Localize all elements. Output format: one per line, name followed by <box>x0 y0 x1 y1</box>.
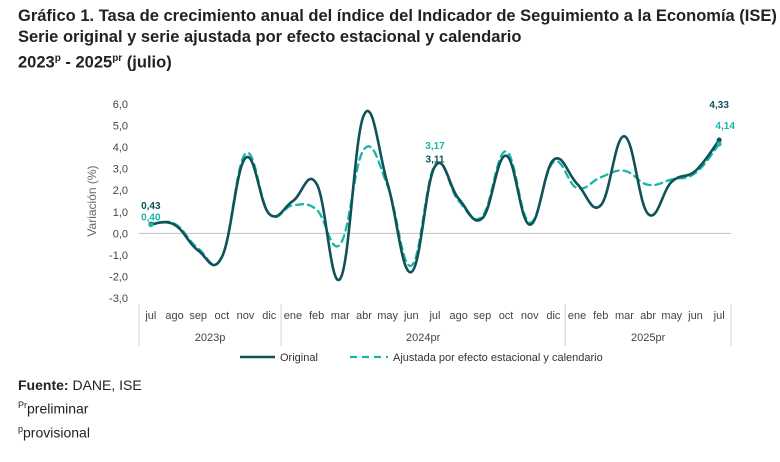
legend-label-original: Original <box>280 352 318 364</box>
y-tick-label: -1,0 <box>109 250 128 262</box>
y-tick-label: 4,0 <box>113 142 128 154</box>
point-ajustada <box>716 141 722 147</box>
series-line-original <box>149 110 721 282</box>
x-tick-label: ene <box>568 310 586 322</box>
source-label: Fuente: <box>18 377 69 393</box>
x-tick-label: feb <box>309 310 324 322</box>
point-original <box>716 137 722 143</box>
y-tick-label: 6,0 <box>113 99 128 111</box>
x-tick-label: oct <box>215 310 230 322</box>
source-line: Fuente: DANE, ISE <box>18 375 142 395</box>
x-tick-label: abr <box>640 310 656 322</box>
data-label: 3,17 <box>425 141 445 152</box>
y-tick-label: -3,0 <box>109 293 128 305</box>
title-end-sup: pr <box>112 53 123 64</box>
x-tick-label: sep <box>189 310 207 322</box>
title-start-year: 2023 <box>18 53 55 72</box>
x-tick-label: may <box>661 310 682 322</box>
x-tick-label: dic <box>262 310 277 322</box>
x-tick-label: may <box>377 310 398 322</box>
x-tick-label: sep <box>473 310 491 322</box>
x-tick-label: ago <box>450 310 468 322</box>
title-line-1: Gráfico 1. Tasa de crecimiento anual del… <box>18 7 777 25</box>
note-preliminar-text: preliminar <box>27 400 89 417</box>
data-label: 3,11 <box>426 154 445 165</box>
y-tick-label: -2,0 <box>109 271 128 283</box>
source-value: DANE, ISE <box>68 377 142 393</box>
y-tick-label: 5,0 <box>113 121 128 133</box>
year-group-label: 2025pr <box>631 332 666 344</box>
year-group-label: 2023p <box>195 332 226 344</box>
y-tick-label: 1,0 <box>113 207 128 219</box>
chart-notes: Fuente: DANE, ISE Prpreliminar pprovisio… <box>18 375 142 442</box>
x-tick-label: jun <box>403 310 419 322</box>
series-layer <box>148 110 722 282</box>
x-tick-label: nov <box>237 310 255 322</box>
note-preliminar: Prpreliminar <box>18 395 142 419</box>
legend: Original Ajustada por efecto estacional y… <box>240 352 603 364</box>
title-start-sup: p <box>54 53 61 64</box>
title-line-2: Serie original y serie ajustada por efec… <box>18 28 522 46</box>
year-group-label: 2024pr <box>406 332 441 344</box>
x-tick-label: feb <box>593 310 608 322</box>
x-tick-label: ago <box>165 310 183 322</box>
x-tick-label: jul <box>428 310 440 322</box>
x-tick-label: dic <box>546 310 561 322</box>
series-line-ajustada <box>149 142 721 267</box>
x-tick-label: oct <box>499 310 514 322</box>
y-tick-label: 3,0 <box>113 164 128 176</box>
point-ajustada <box>148 222 154 228</box>
x-tick-label: abr <box>356 310 372 322</box>
x-tick-label: jul <box>713 310 725 322</box>
note-provisional: pprovisional <box>18 419 142 443</box>
axis-layer: 6,0 5,0 4,0 3,0 2,0 1,0 0,0 -1,0 -2,0 -3,0 Variaci… <box>85 99 732 346</box>
title-end: (julio) <box>122 53 172 72</box>
title-dash-year: - 2025 <box>60 53 113 72</box>
x-tick-label: mar <box>615 310 634 322</box>
x-tick-label: ene <box>284 310 302 322</box>
x-tick-label: jun <box>687 310 703 322</box>
legend-label-ajustada: Ajustada por efecto estacional y calenda… <box>393 352 603 364</box>
note-preliminar-sup: Pr <box>18 400 27 410</box>
x-tick-label: jul <box>144 310 156 322</box>
data-label: 4,14 <box>715 121 735 132</box>
title-line-3: 2023p - 2025pr (julio) <box>18 48 777 74</box>
x-tick-label: nov <box>521 310 539 322</box>
x-tick-label: mar <box>331 310 350 322</box>
chart-title: Gráfico 1. Tasa de crecimiento anual del… <box>18 6 777 74</box>
y-tick-label: 2,0 <box>113 185 128 197</box>
note-provisional-text: provisional <box>23 424 90 441</box>
y-tick-label: 0,0 <box>113 228 128 240</box>
data-label: 4,33 <box>709 100 729 111</box>
data-label: 0,43 <box>141 201 161 212</box>
note-provisional-sup: p <box>18 423 24 434</box>
data-label-layer: 0,430,40 3,17 3,11 4,33 4,14 <box>141 100 735 224</box>
y-axis-title: Variación (%) <box>85 165 99 236</box>
data-label: 0,40 <box>141 213 161 224</box>
